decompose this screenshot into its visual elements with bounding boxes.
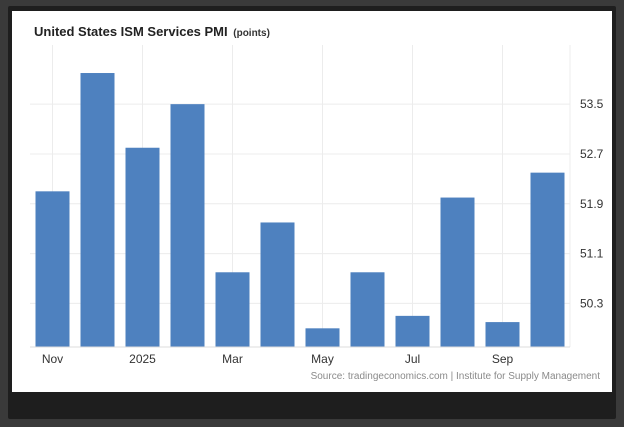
bar-jan <box>125 147 160 347</box>
bar-may <box>305 328 340 347</box>
x-tick-label: Jul <box>405 352 420 366</box>
y-tick-label: 52.7 <box>580 147 604 161</box>
chart-unit-label: (points) <box>233 28 270 39</box>
y-tick-label: 50.3 <box>580 296 604 310</box>
bar-chart: 50.3 51.1 51.9 52.7 53.5 Nov 2025 Mar May Jul Sep <box>30 45 604 366</box>
y-tick-label: 51.1 <box>580 247 604 261</box>
bar-jun <box>350 272 385 347</box>
chart-title-text: United States ISM Services PMI <box>34 24 228 39</box>
x-tick-label: 2025 <box>129 352 156 366</box>
x-tick-label: Sep <box>492 352 514 366</box>
y-tick-label: 51.9 <box>580 197 604 211</box>
chart-panel: United States ISM Services PMI (points) … <box>12 11 612 392</box>
x-tick-label: Mar <box>222 352 243 366</box>
x-tick-label: Nov <box>42 352 63 366</box>
bar-dec <box>80 73 115 347</box>
bar-jul <box>395 315 430 347</box>
chart-title: United States ISM Services PMI (points) <box>34 24 270 39</box>
bar-nov <box>35 191 70 347</box>
bar-sep <box>485 322 520 347</box>
y-tick-label: 53.5 <box>580 97 604 111</box>
bar-feb <box>170 104 205 348</box>
x-tick-label: May <box>311 352 334 366</box>
bar-aug <box>440 197 475 347</box>
source-note: Source: tradingeconomics.com | Institute… <box>310 371 600 382</box>
bar-oct <box>530 172 565 347</box>
bar-apr <box>260 222 295 347</box>
bar-mar <box>215 272 250 347</box>
